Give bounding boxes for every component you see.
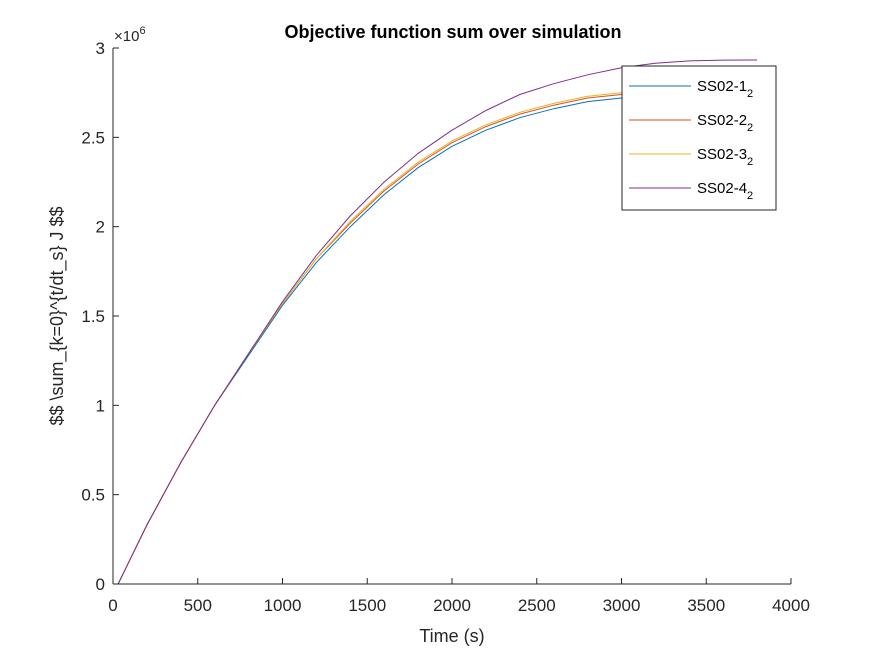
y-exponent-label: ×106 [114,25,146,45]
series-layer [117,59,758,585]
series-line-4 [117,59,758,585]
legend-label-base: SS02-1 [697,78,747,95]
y-tick-label: 0.5 [81,486,105,505]
legend-label-subscript: 2 [747,190,753,202]
legend-label-4: SS02-42 [697,180,753,202]
x-tick-label: 0 [108,596,117,615]
legend-box [621,65,777,211]
y-axis-ticks: 0 0.5 1 1.5 2 2.5 3 [81,39,119,594]
legend-label-subscript: 2 [747,88,753,100]
y-tick-label: 2.5 [81,128,105,147]
x-tick-label: 3500 [687,596,725,615]
y-exponent-power: 6 [139,25,145,37]
x-axis-ticks: 0 500 1000 1500 2000 2500 3000 3500 4000 [108,578,810,615]
x-tick-label: 1500 [348,596,386,615]
x-tick-label: 2500 [518,596,556,615]
y-tick-label: 1.5 [81,307,105,326]
legend-label-2: SS02-22 [697,112,753,134]
x-axis-label: Time (s) [419,626,484,646]
y-tick-label: 0 [96,575,105,594]
legend-label-1: SS02-12 [697,78,753,100]
y-axis-label: $$ \sum_{k=0}^{t/dt_s} J $$ [47,206,68,425]
y-tick-label: 1 [96,396,105,415]
x-tick-label: 3000 [603,596,641,615]
y-tick-label: 2 [96,218,105,237]
x-tick-label: 2000 [433,596,471,615]
x-tick-label: 4000 [772,596,810,615]
legend-label-base: SS02-3 [697,146,747,163]
y-tick-label: 3 [96,39,105,58]
legend-label-base: SS02-4 [697,180,747,197]
chart-title: Objective function sum over simulation [284,22,621,42]
x-tick-label: 1000 [264,596,302,615]
x-tick-label: 500 [184,596,212,615]
y-exponent-base: ×10 [114,28,139,45]
legend-label-subscript: 2 [747,156,753,168]
legend-label-3: SS02-32 [697,146,753,168]
legend-label-base: SS02-2 [697,112,747,129]
legend-label-subscript: 2 [747,122,753,134]
